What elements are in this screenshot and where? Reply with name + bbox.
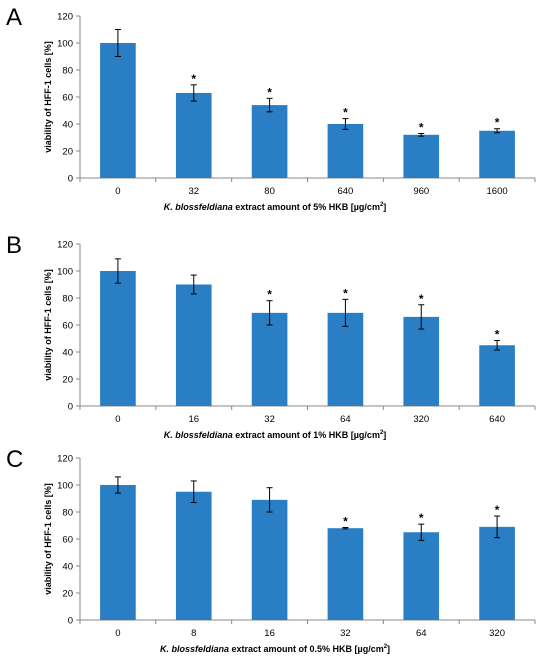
panel-label: A: [6, 4, 23, 31]
x-axis-label-sup: 2: [383, 644, 388, 650]
significance-marker: *: [267, 85, 272, 99]
x-axis-label-species: K. blossfeldiana: [159, 644, 229, 654]
x-axis-label-end: ]: [383, 430, 387, 440]
y-tick-label: 100: [57, 267, 73, 278]
significance-marker: *: [343, 106, 348, 120]
bar: [251, 312, 288, 406]
bar: [100, 43, 136, 178]
significance-marker: *: [343, 515, 348, 529]
bar: [403, 316, 440, 406]
significance-marker: *: [267, 288, 272, 302]
x-tick-label: 16: [188, 414, 199, 425]
y-tick-label: 0: [68, 402, 73, 413]
significance-marker: *: [419, 292, 424, 306]
bar: [403, 134, 440, 178]
y-tick-label: 20: [62, 589, 73, 600]
y-tick-label: 120: [57, 12, 73, 23]
panel-label: B: [6, 232, 23, 259]
x-tick-label: 960: [413, 186, 429, 197]
y-tick-label: 120: [57, 240, 73, 251]
significance-marker: *: [191, 72, 196, 86]
y-tick-label: 40: [62, 562, 73, 573]
x-tick-label: 80: [264, 186, 275, 197]
x-axis-label: K. blossfeldiana extract amount of 5% HK…: [0, 202, 550, 212]
y-tick-label: 80: [62, 66, 73, 77]
y-tick-label: 20: [62, 147, 73, 158]
y-tick-label: 100: [57, 481, 73, 492]
bar: [403, 532, 440, 620]
significance-marker: *: [419, 120, 424, 134]
x-tick-label: 640: [489, 414, 505, 425]
x-axis-label-end: ]: [383, 202, 387, 212]
y-tick-label: 40: [62, 348, 73, 359]
y-tick-label: 60: [62, 535, 73, 546]
x-tick-label: 0: [115, 628, 120, 639]
panel-b: B viability of HFF-1 cells [%] 0 20 40 60 80…: [0, 228, 550, 448]
bar: [479, 130, 515, 178]
y-tick-label: 120: [57, 454, 73, 465]
significance-marker: *: [495, 503, 500, 517]
x-tick-label: 16: [264, 628, 275, 639]
x-tick-label: 320: [489, 628, 505, 639]
y-tick-label: 80: [62, 508, 73, 519]
y-tick-label: 100: [57, 39, 73, 50]
y-tick-label: 80: [62, 294, 73, 305]
significance-marker: *: [419, 511, 424, 525]
x-axis-label: K. blossfeldiana extract amount of 1% HK…: [0, 430, 550, 440]
bar: [100, 271, 136, 406]
bar: [175, 284, 212, 406]
x-tick-label: 64: [416, 628, 427, 639]
significance-marker: *: [495, 116, 500, 130]
panel-label: C: [6, 446, 24, 473]
x-tick-label: 64: [340, 414, 351, 425]
x-axis-label-text: extract amount of 0.5% HKB [µg/cm: [228, 644, 384, 654]
x-axis-label-text: extract amount of 1% HKB [µg/cm: [232, 430, 380, 440]
bar: [327, 124, 364, 178]
bar-chart: 0 20 40 60 80 100 120 0 16 * 32 * 64 * 320 * 640: [57, 240, 536, 425]
bar: [327, 312, 364, 406]
x-tick-label: 0: [115, 186, 120, 197]
bar-chart: 0 20 40 60 80 100 120 0 * 32 * 80 * 640 * 960 * 1600: [57, 12, 536, 197]
y-tick-label: 60: [62, 93, 73, 104]
x-axis-label: K. blossfeldiana extract amount of 0.5% …: [0, 644, 550, 654]
y-tick-label: 0: [68, 616, 73, 627]
panel-a: A viability of HFF-1 cells [%] 0 20 40 60 80…: [0, 0, 550, 220]
bar: [100, 485, 136, 620]
bar: [327, 528, 364, 620]
y-tick-label: 20: [62, 375, 73, 386]
x-tick-label: 1600: [487, 186, 508, 197]
bar-chart: 0 20 40 60 80 100 120 0 8 16 * 32 * 64 * 320: [57, 454, 536, 639]
x-axis-label-species: K. blossfeldiana: [163, 430, 233, 440]
x-tick-label: 0: [115, 414, 120, 425]
bar: [251, 499, 288, 620]
x-axis-label-sup: 2: [379, 202, 384, 208]
x-tick-label: 640: [337, 186, 353, 197]
y-tick-label: 0: [68, 174, 73, 185]
bar: [175, 491, 212, 620]
x-tick-label: 32: [340, 628, 351, 639]
x-axis-label-text: extract amount of 5% HKB [µg/cm: [232, 202, 380, 212]
bar: [251, 105, 288, 178]
x-tick-label: 32: [264, 414, 275, 425]
x-axis-label-sup: 2: [379, 430, 384, 436]
x-axis-label-end: ]: [387, 644, 391, 654]
x-axis-label-species: K. blossfeldiana: [163, 202, 233, 212]
bar: [479, 345, 515, 406]
x-tick-label: 32: [188, 186, 199, 197]
x-tick-label: 320: [413, 414, 429, 425]
bar: [479, 526, 515, 620]
significance-marker: *: [495, 328, 500, 342]
x-tick-label: 8: [191, 628, 196, 639]
panel-c: C viability of HFF-1 cells [%] 0 20 40 60 80…: [0, 442, 550, 662]
y-tick-label: 60: [62, 321, 73, 332]
significance-marker: *: [343, 286, 348, 300]
y-tick-label: 40: [62, 120, 73, 131]
bar: [175, 92, 212, 178]
